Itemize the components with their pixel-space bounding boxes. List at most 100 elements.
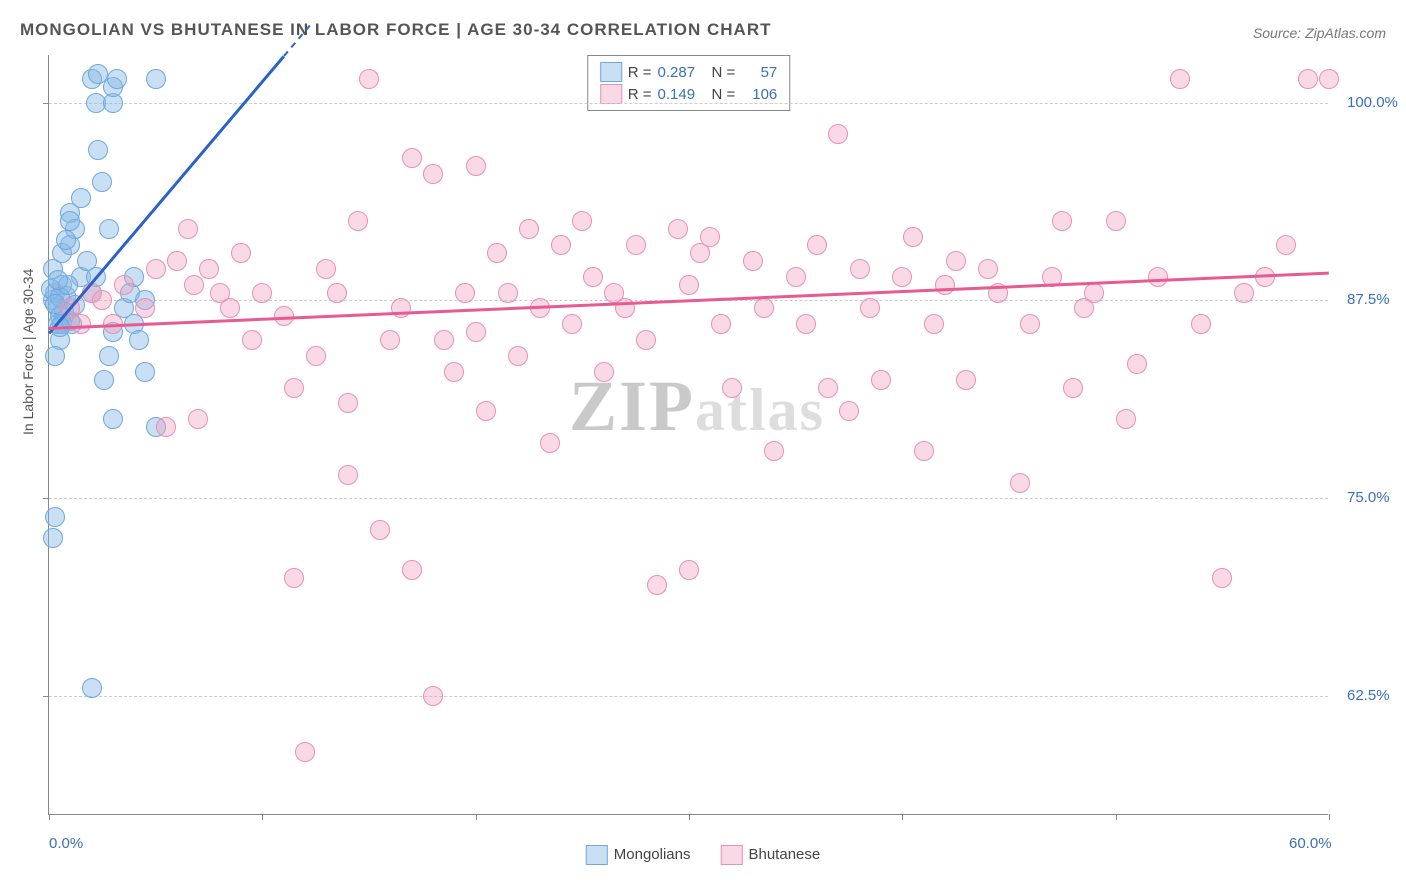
data-point [1127,354,1147,374]
data-point [946,251,966,271]
data-point [1319,69,1339,89]
data-point [1234,283,1254,303]
gridline-h [49,696,1328,697]
data-point [754,298,774,318]
data-point [45,507,65,527]
data-point [92,172,112,192]
data-point [71,314,91,334]
data-point [167,251,187,271]
data-point [1148,267,1168,287]
n-label: N = [712,64,736,81]
data-point [423,164,443,184]
y-tick [43,696,49,697]
data-point [71,188,91,208]
data-point [466,156,486,176]
data-point [444,362,464,382]
data-point [1084,283,1104,303]
data-point [914,441,934,461]
data-point [402,560,422,580]
data-point [839,401,859,421]
data-point [892,267,912,287]
legend-swatch [720,845,742,865]
data-point [146,69,166,89]
legend-item: Mongolians [586,845,691,865]
stats-row: R =0.149N =106 [600,84,778,104]
data-point [700,227,720,247]
legend-swatch [600,84,622,104]
data-point [1212,568,1232,588]
data-point [786,267,806,287]
data-point [924,314,944,334]
data-point [1298,69,1318,89]
data-point [1063,378,1083,398]
data-point [519,219,539,239]
data-point [284,378,304,398]
data-point [572,211,592,231]
data-point [82,678,102,698]
legend-item: Bhutanese [720,845,820,865]
data-point [316,259,336,279]
data-point [94,370,114,390]
data-point [306,346,326,366]
data-point [455,283,475,303]
data-point [45,346,65,366]
data-point [338,393,358,413]
data-point [129,330,149,350]
source-label: Source: ZipAtlas.com [1253,25,1386,41]
r-label: R = [628,64,652,81]
data-point [476,401,496,421]
data-point [498,283,518,303]
data-point [423,686,443,706]
n-label: N = [712,86,736,103]
watermark-zip: ZIP [569,366,695,446]
data-point [1052,211,1072,231]
plot-area: ZIPatlas R =0.287N =57R =0.149N =106 62.… [48,55,1328,815]
data-point [807,235,827,255]
data-point [722,378,742,398]
data-point [48,270,68,290]
data-point [56,230,76,250]
data-point [242,330,262,350]
data-point [626,235,646,255]
data-point [146,259,166,279]
data-point [978,259,998,279]
data-point [1010,473,1030,493]
y-tick-label: 62.5% [1347,687,1390,704]
data-point [636,330,656,350]
data-point [956,370,976,390]
data-point [828,124,848,144]
legend-swatch [600,62,622,82]
data-point [850,259,870,279]
y-tick-label: 87.5% [1347,291,1390,308]
data-point [188,409,208,429]
data-point [107,69,127,89]
watermark-atlas: atlas [695,377,825,443]
data-point [184,275,204,295]
data-point [818,378,838,398]
data-point [583,267,603,287]
data-point [508,346,528,366]
data-point [359,69,379,89]
x-tick [902,814,903,820]
data-point [1020,314,1040,334]
data-point [135,362,155,382]
data-point [1191,314,1211,334]
data-point [284,568,304,588]
x-tick-label: 0.0% [49,835,83,852]
data-point [88,140,108,160]
data-point [92,290,112,310]
n-value: 57 [741,64,777,81]
r-label: R = [628,86,652,103]
data-point [434,330,454,350]
data-point [402,148,422,168]
data-point [380,330,400,350]
y-tick [43,103,49,104]
data-point [327,283,347,303]
data-point [295,742,315,762]
y-tick-label: 100.0% [1347,94,1398,111]
data-point [796,314,816,334]
data-point [647,575,667,595]
data-point [135,298,155,318]
series-legend: Mongolians Bhutanese [586,845,820,865]
x-tick [1116,814,1117,820]
